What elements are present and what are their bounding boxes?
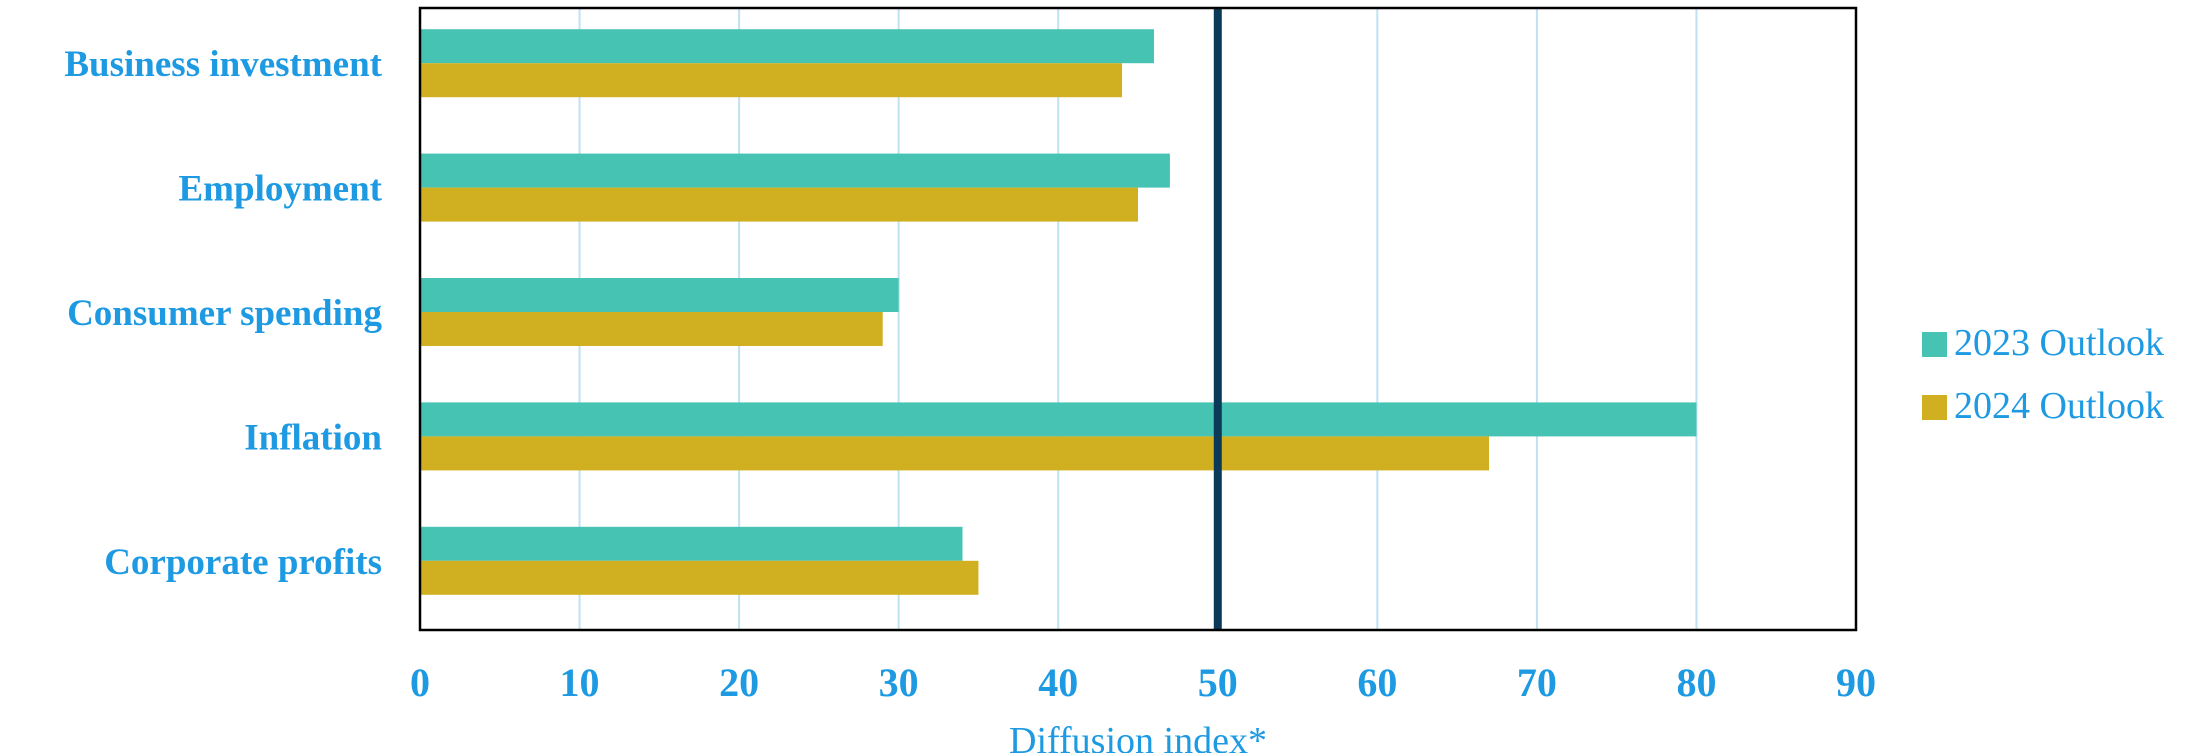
x-tick-90: 90 xyxy=(1836,660,1876,705)
bar-business-investment-1 xyxy=(420,29,1154,64)
x-tick-40: 40 xyxy=(1038,660,1078,705)
x-tick-50: 50 xyxy=(1198,660,1238,705)
x-tick-30: 30 xyxy=(879,660,919,705)
bar-employment-1 xyxy=(420,153,1170,188)
plot-frame xyxy=(418,6,1858,632)
category-labels: Business investment Employment Consumer sp… xyxy=(64,44,382,583)
legend-swatch-1 xyxy=(1922,332,1947,357)
x-tick-60: 60 xyxy=(1357,660,1397,705)
bar-business-investment-2 xyxy=(420,63,1123,98)
bars xyxy=(420,29,1697,595)
legend-label-1: 2023 Outlook xyxy=(1954,322,2164,364)
bar-inflation-2 xyxy=(420,436,1490,471)
category-label-inflation: Inflation xyxy=(244,417,382,458)
category-label-employment: Employment xyxy=(179,169,383,210)
category-label-corporate-profits: Corporate profits xyxy=(104,542,382,583)
bar-inflation-1 xyxy=(420,402,1697,437)
category-label-business-investment: Business investment xyxy=(64,44,382,85)
legend: 2023 Outlook 2024 Outlook xyxy=(1922,322,2164,427)
bar-corporate-profits-1 xyxy=(420,526,963,561)
bar-consumer-spending-2 xyxy=(420,312,883,346)
legend-label-2: 2024 Outlook xyxy=(1954,385,2164,427)
x-axis-title: Diffusion index* xyxy=(1009,720,1267,753)
bar-corporate-profits-2 xyxy=(420,560,979,595)
category-label-consumer-spending: Consumer spending xyxy=(67,293,382,334)
bar-consumer-spending-1 xyxy=(420,278,899,312)
x-tick-0: 0 xyxy=(410,660,430,705)
x-tick-80: 80 xyxy=(1676,660,1716,705)
legend-swatch-2 xyxy=(1922,395,1947,420)
bar-employment-2 xyxy=(420,187,1138,222)
x-tick-70: 70 xyxy=(1517,660,1557,705)
x-tick-20: 20 xyxy=(719,660,759,705)
x-tick-10: 10 xyxy=(560,660,600,705)
x-tick-labels: 0 10 20 30 40 50 60 70 80 90 xyxy=(410,660,1876,705)
